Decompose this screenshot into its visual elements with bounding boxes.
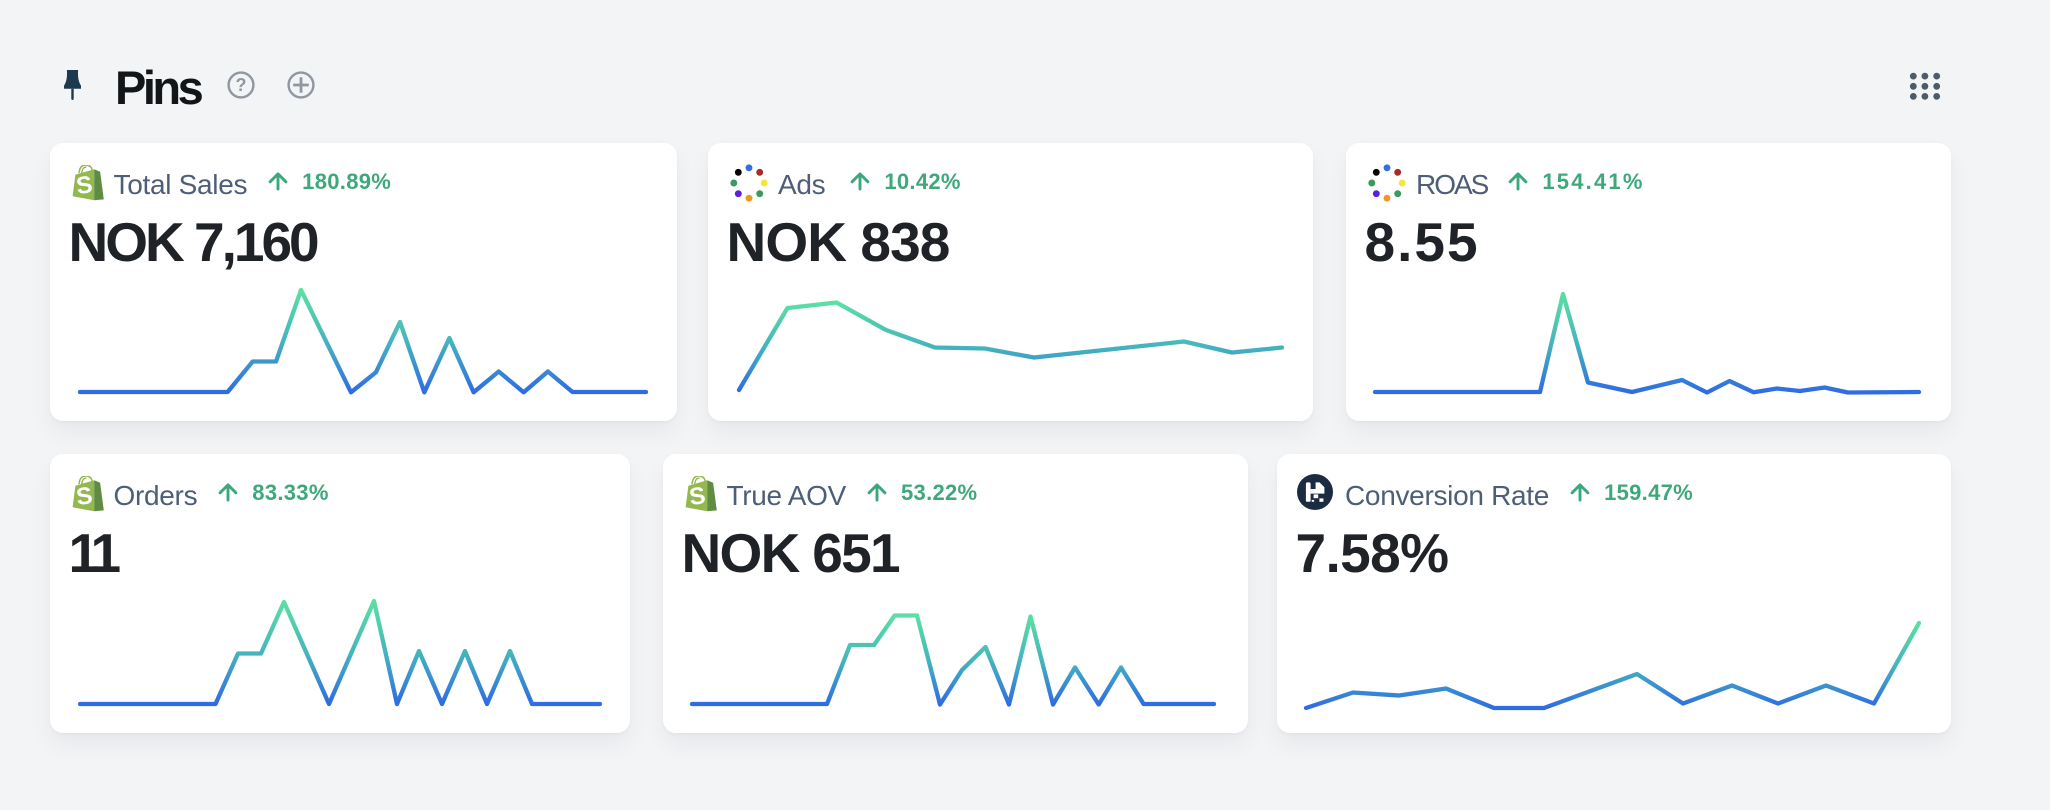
- svg-text:S: S: [688, 482, 708, 511]
- svg-text:S: S: [75, 482, 95, 511]
- svg-text:S: S: [75, 171, 95, 200]
- svg-text:?: ?: [235, 75, 246, 95]
